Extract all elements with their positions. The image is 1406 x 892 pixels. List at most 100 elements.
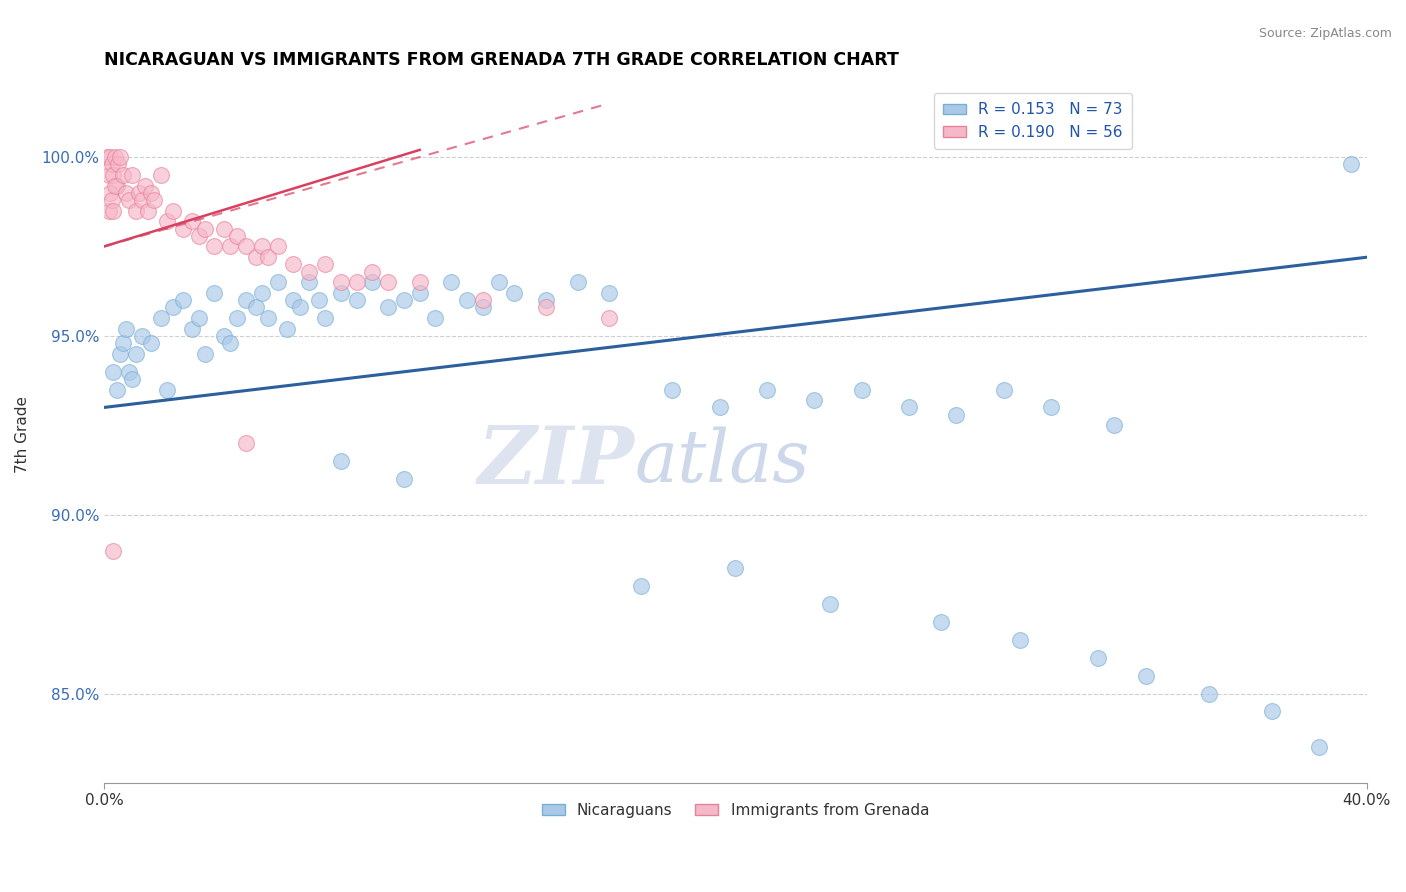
- Point: [225, 311, 247, 326]
- Point: [993, 383, 1015, 397]
- Point: [101, 193, 124, 207]
- Point: [288, 300, 311, 314]
- Point: [108, 150, 131, 164]
- Point: [1308, 740, 1330, 755]
- Point: [250, 239, 273, 253]
- Point: [630, 579, 652, 593]
- Point: [755, 383, 778, 397]
- Point: [276, 322, 298, 336]
- Point: [149, 168, 172, 182]
- Point: [108, 347, 131, 361]
- Point: [266, 275, 288, 289]
- Point: [283, 257, 305, 271]
- Point: [1198, 687, 1220, 701]
- Point: [212, 221, 235, 235]
- Point: [181, 322, 204, 336]
- Point: [105, 178, 128, 193]
- Point: [118, 193, 141, 207]
- Point: [225, 228, 247, 243]
- Point: [143, 193, 166, 207]
- Point: [172, 293, 194, 307]
- Point: [235, 436, 257, 450]
- Point: [361, 264, 384, 278]
- Text: atlas: atlas: [634, 427, 810, 498]
- Point: [219, 239, 242, 253]
- Point: [134, 178, 156, 193]
- Point: [257, 250, 280, 264]
- Point: [898, 401, 921, 415]
- Point: [1040, 401, 1063, 415]
- Point: [314, 311, 336, 326]
- Point: [136, 203, 159, 218]
- Point: [471, 300, 494, 314]
- Point: [105, 383, 128, 397]
- Point: [97, 168, 120, 182]
- Point: [212, 329, 235, 343]
- Point: [266, 239, 288, 253]
- Point: [104, 150, 127, 164]
- Point: [187, 228, 209, 243]
- Point: [162, 203, 184, 218]
- Point: [141, 336, 163, 351]
- Point: [488, 275, 510, 289]
- Point: [346, 293, 368, 307]
- Point: [534, 300, 557, 314]
- Point: [97, 203, 120, 218]
- Point: [392, 472, 415, 486]
- Text: NICARAGUAN VS IMMIGRANTS FROM GRENADA 7TH GRADE CORRELATION CHART: NICARAGUAN VS IMMIGRANTS FROM GRENADA 7T…: [104, 51, 898, 69]
- Point: [298, 275, 321, 289]
- Point: [149, 311, 172, 326]
- Point: [245, 300, 267, 314]
- Point: [257, 311, 280, 326]
- Point: [329, 275, 352, 289]
- Point: [219, 336, 242, 351]
- Point: [115, 186, 138, 200]
- Legend: Nicaraguans, Immigrants from Grenada: Nicaraguans, Immigrants from Grenada: [536, 797, 935, 824]
- Point: [235, 239, 257, 253]
- Point: [121, 372, 143, 386]
- Point: [851, 383, 873, 397]
- Point: [1008, 632, 1031, 647]
- Point: [724, 561, 747, 575]
- Point: [929, 615, 952, 629]
- Point: [661, 383, 683, 397]
- Point: [128, 186, 150, 200]
- Point: [298, 264, 321, 278]
- Point: [534, 293, 557, 307]
- Point: [598, 285, 620, 300]
- Point: [283, 293, 305, 307]
- Text: ZIP: ZIP: [478, 424, 634, 501]
- Point: [103, 365, 125, 379]
- Point: [181, 214, 204, 228]
- Point: [392, 293, 415, 307]
- Point: [194, 347, 217, 361]
- Point: [818, 597, 841, 611]
- Point: [440, 275, 463, 289]
- Point: [1087, 650, 1109, 665]
- Point: [346, 275, 368, 289]
- Point: [131, 329, 153, 343]
- Point: [98, 150, 121, 164]
- Point: [361, 275, 384, 289]
- Point: [204, 285, 226, 300]
- Point: [111, 168, 134, 182]
- Point: [598, 311, 620, 326]
- Point: [503, 285, 526, 300]
- Point: [124, 347, 146, 361]
- Point: [111, 336, 134, 351]
- Point: [101, 157, 124, 171]
- Point: [456, 293, 478, 307]
- Point: [172, 221, 194, 235]
- Point: [425, 311, 447, 326]
- Point: [245, 250, 267, 264]
- Text: Source: ZipAtlas.com: Source: ZipAtlas.com: [1258, 27, 1392, 40]
- Point: [1340, 157, 1362, 171]
- Point: [121, 168, 143, 182]
- Point: [103, 168, 125, 182]
- Point: [124, 203, 146, 218]
- Point: [194, 221, 217, 235]
- Point: [314, 257, 336, 271]
- Point: [204, 239, 226, 253]
- Point: [156, 214, 179, 228]
- Point: [118, 365, 141, 379]
